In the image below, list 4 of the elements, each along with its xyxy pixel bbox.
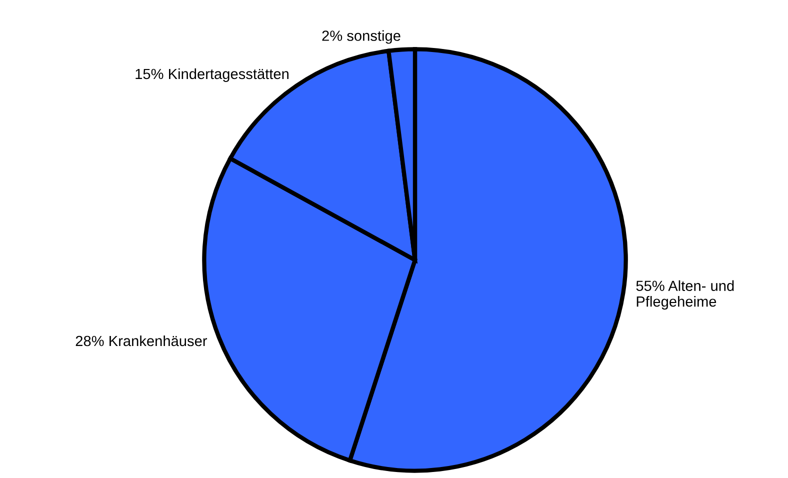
slice-label: 2% sonstige xyxy=(322,30,400,44)
slice-label: 55% Alten- und Pflegeheime xyxy=(636,280,734,310)
slice-label: 15% Kindertagesstätten xyxy=(136,68,288,82)
slice-label: 28% Krankenhäuser xyxy=(76,335,208,346)
